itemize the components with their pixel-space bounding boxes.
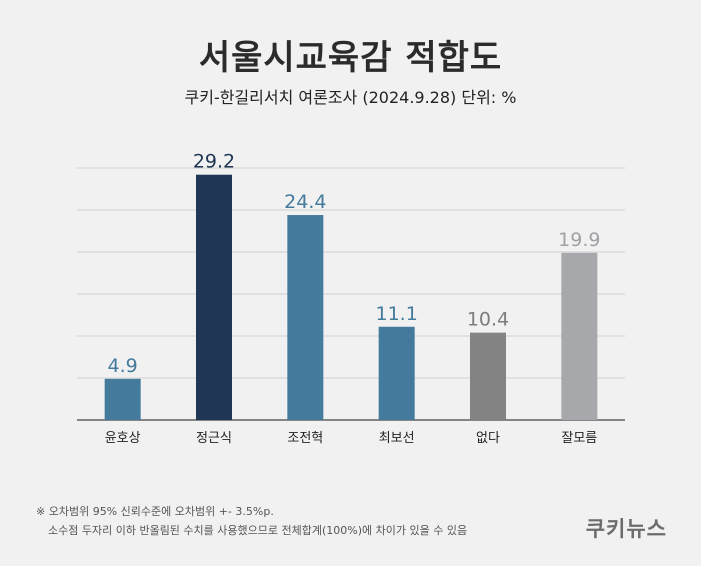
category-label: 잘모름 (561, 431, 597, 446)
chart-subtitle: 쿠키-한길리서치 여론조사 (2024.9.28) 단위: % (184, 88, 517, 107)
category-label: 없다 (476, 431, 500, 446)
bar-2 (196, 174, 232, 420)
data-label: 19.9 (558, 229, 600, 251)
category-label: 최보선 (379, 431, 415, 446)
bar-6 (561, 252, 598, 420)
data-label: 24.4 (284, 191, 326, 213)
bar-4 (378, 326, 415, 420)
footnote: ※ 오차범위 95% 신뢰수준에 오차범위 +- 3.5%p. 소수점 두자리 … (36, 502, 467, 540)
category-label: 정근식 (196, 431, 232, 446)
data-label: 29.2 (193, 151, 235, 173)
bar-3 (287, 215, 324, 420)
bar-5 (470, 332, 506, 420)
category-label: 조전혁 (287, 431, 323, 446)
data-label: 11.1 (376, 303, 418, 325)
footnote-line-2: 소수점 두자리 이하 반올림된 수치를 사용했으므로 전체합계(100%)에 차… (48, 524, 468, 537)
category-label: 윤호상 (105, 431, 141, 446)
footnote-line-1: ※ 오차범위 95% 신뢰수준에 오차범위 +- 3.5%p. (36, 505, 274, 518)
brand-logo: 쿠키뉴스 (585, 517, 667, 541)
data-label: 4.9 (108, 355, 138, 377)
chart-title: 서울시교육감 적합도 (198, 38, 503, 78)
data-label: 10.4 (467, 309, 509, 331)
bar-1 (104, 378, 141, 420)
